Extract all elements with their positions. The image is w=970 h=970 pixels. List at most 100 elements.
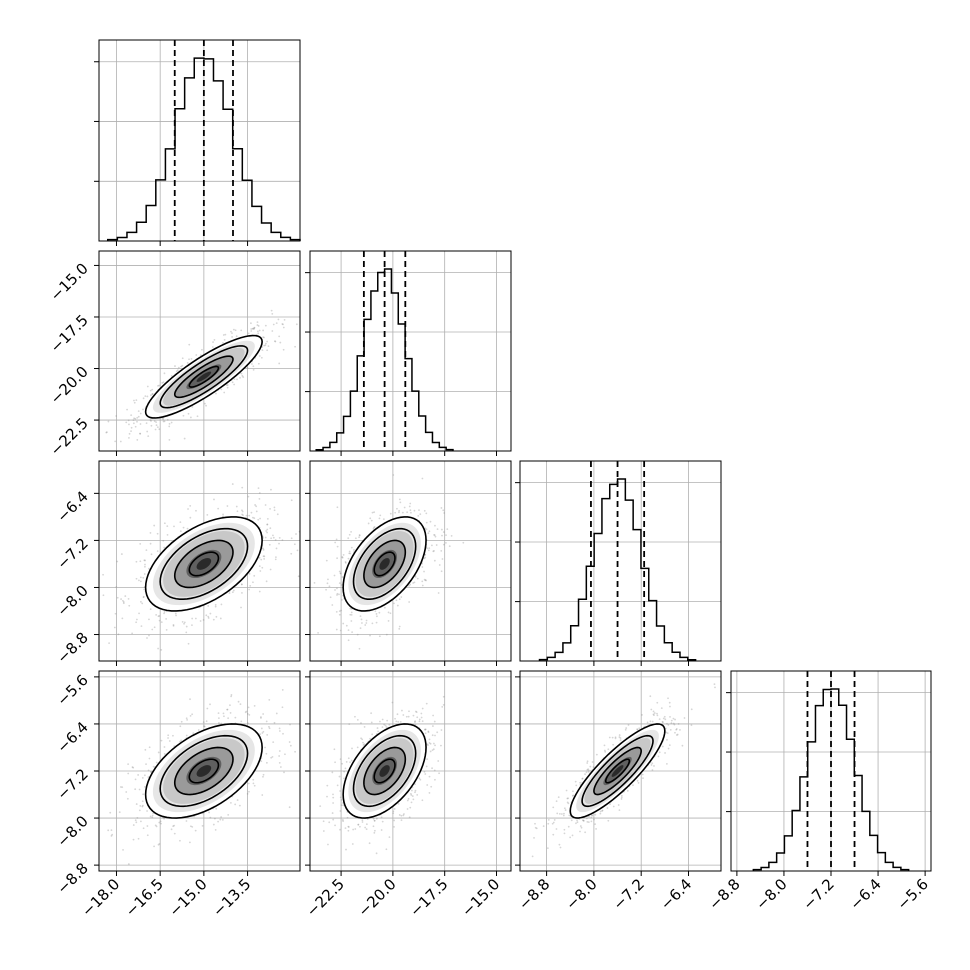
- scatter-point: [233, 378, 236, 381]
- scatter-point: [217, 712, 220, 715]
- scatter-point: [222, 712, 225, 715]
- scatter-point: [332, 793, 334, 796]
- scatter-point: [250, 322, 252, 325]
- scatter-point: [284, 753, 286, 756]
- scatter-point: [406, 511, 409, 514]
- scatter-point: [365, 828, 368, 831]
- scatter-point: [650, 764, 653, 766]
- scatter-point: [396, 604, 399, 607]
- scatter-point: [653, 712, 656, 714]
- hist-2-frame: [309, 250, 512, 452]
- scatter-point: [150, 770, 153, 773]
- scatter-point: [145, 763, 147, 766]
- scatter-point: [346, 733, 348, 735]
- scatter-point: [191, 713, 194, 716]
- scatter-point: [126, 797, 129, 800]
- scatter-point: [116, 560, 119, 563]
- scatter-point: [338, 610, 341, 613]
- scatter-point: [268, 727, 271, 730]
- scatter-point: [424, 556, 427, 559]
- scatter-point: [141, 602, 144, 605]
- scatter-point: [658, 751, 661, 754]
- scatter-point: [252, 782, 255, 785]
- scatter-point: [326, 582, 329, 585]
- scatter-point: [427, 730, 430, 733]
- scatter-point: [253, 704, 256, 707]
- scatter-point: [226, 384, 229, 386]
- scatter-point: [229, 801, 232, 804]
- scatter-point: [182, 414, 185, 417]
- scatter-point: [398, 625, 401, 628]
- scatter-point: [130, 430, 132, 433]
- scatter-point: [170, 374, 173, 377]
- scatter-point: [365, 619, 368, 622]
- scatter-point: [270, 756, 273, 759]
- scatter-point: [374, 610, 377, 613]
- scatter-point: [266, 523, 269, 526]
- scatter-point: [194, 829, 197, 832]
- scatter-point: [336, 594, 338, 596]
- scatter-point: [264, 746, 266, 749]
- scatter-point: [400, 596, 403, 598]
- scatter-point: [424, 579, 427, 582]
- scatter-point: [410, 789, 413, 792]
- scatter-point: [202, 619, 205, 621]
- scatter-point: [152, 765, 155, 768]
- scatter-point: [375, 852, 378, 855]
- scatter-point: [208, 811, 210, 814]
- scatter-point: [122, 601, 125, 603]
- scatter-point: [192, 732, 195, 735]
- scatter-point: [424, 527, 427, 530]
- scatter-point: [122, 848, 124, 851]
- scatter-point: [215, 392, 217, 395]
- contour-line: [144, 334, 263, 419]
- scatter-point: [341, 762, 344, 765]
- scatter-point: [220, 603, 223, 606]
- scatter-point: [419, 513, 422, 516]
- scatter-point: [239, 376, 241, 379]
- scatter-point: [168, 740, 171, 742]
- scatter-point: [341, 598, 343, 601]
- scatter-point: [418, 777, 421, 780]
- scatter-point: [265, 580, 268, 583]
- scatter-point: [121, 617, 124, 620]
- scatter-point: [288, 741, 291, 743]
- scatter-point: [236, 510, 239, 513]
- scatter-point: [146, 810, 148, 812]
- scatter-point: [426, 784, 429, 786]
- scatter-point: [133, 417, 136, 420]
- scatter-point: [163, 372, 166, 375]
- scatter-point: [135, 821, 138, 824]
- scatter-point: [234, 329, 237, 332]
- contour-line: [144, 723, 263, 819]
- scatter-point: [427, 731, 430, 734]
- scatter-point: [157, 615, 160, 618]
- scatter-point: [420, 712, 423, 715]
- scatter-point: [319, 805, 322, 808]
- scatter-point: [361, 819, 364, 822]
- scatter-point: [408, 816, 411, 819]
- scatter-point: [260, 356, 263, 359]
- scatter-point: [266, 531, 268, 534]
- scatter-point: [376, 727, 379, 729]
- scatter-point: [180, 739, 183, 742]
- scatter-point: [186, 527, 189, 530]
- scatter-point: [253, 517, 256, 520]
- scatter-point: [432, 550, 435, 553]
- scatter-point: [119, 786, 122, 788]
- scatter-point: [342, 554, 345, 556]
- scatter-point: [136, 416, 139, 419]
- scatter-point: [268, 725, 270, 728]
- scatter-point: [217, 507, 220, 510]
- scatter-point: [259, 570, 262, 572]
- scatter-point: [381, 718, 384, 721]
- scatter-point: [146, 430, 149, 433]
- scatter-point: [235, 335, 238, 338]
- scatter-point: [338, 582, 341, 585]
- scatter-point: [262, 555, 265, 558]
- scatter-point: [425, 765, 428, 768]
- scatter-point: [179, 839, 181, 842]
- scatter-point: [414, 575, 417, 578]
- scatter-point: [183, 621, 186, 624]
- scatter-point: [335, 538, 338, 541]
